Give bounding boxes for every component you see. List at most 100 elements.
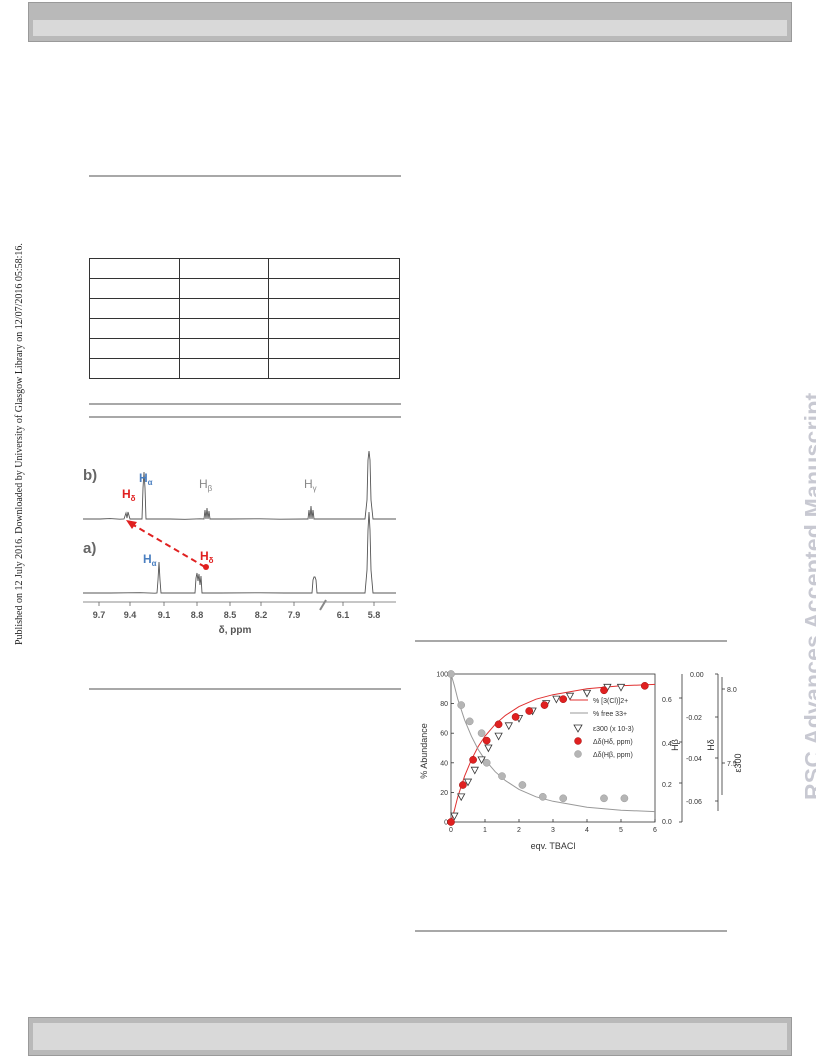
legend-swatch-eps (573, 724, 583, 733)
table-row (89, 278, 400, 299)
nmr-x-label: δ, ppm (219, 625, 252, 636)
figure-top-rule (89, 416, 401, 418)
legend-label-free: % free 33+ (593, 711, 627, 718)
nmr-tick-label: 8.2 (255, 610, 268, 620)
trace-b-h-delta-label: Hδ (122, 487, 136, 503)
x-tick-label: 6 (653, 827, 657, 834)
hbeta-point (538, 792, 547, 801)
figure-bottom-rule (89, 688, 401, 690)
table-cell (268, 298, 400, 319)
trace-b-h-beta-sub: β (208, 484, 213, 493)
watermark-text: RSC Advances Accepted Manuscript (800, 392, 816, 800)
table-cell (179, 358, 269, 379)
table-cell (268, 338, 400, 359)
header-bar-inner (33, 20, 787, 36)
triangle-point (484, 744, 493, 753)
table-cell (179, 258, 269, 279)
footer-bar (28, 1017, 792, 1056)
table-cell (268, 358, 400, 379)
nmr-tick-marks (98, 602, 375, 606)
table-row (89, 358, 400, 379)
hbeta-tick-label: 0.0 (662, 819, 672, 826)
y-tick-label: 0 (444, 820, 448, 827)
trace-b-label: b) (83, 467, 97, 484)
shift-arrow (129, 522, 206, 568)
table-bottom-rule (89, 403, 401, 405)
table-cell (268, 258, 400, 279)
hdelta-point (511, 713, 520, 721)
table-cell (268, 318, 400, 339)
hdelta-tick-label: -0.06 (686, 799, 702, 806)
nmr-tick-label: 7.9 (288, 610, 301, 620)
hdelta-point (600, 686, 608, 695)
triangle-point (457, 793, 466, 802)
x-tick-label: 5 (619, 827, 623, 834)
hbeta-point (447, 670, 455, 678)
shift-arrow-origin (203, 564, 209, 570)
table-cell (89, 278, 180, 299)
legend-label-eps: ε300 (x 10-3) (593, 726, 634, 733)
legend-label-hbeta: Δδ(Hβ, ppm) (593, 752, 633, 759)
chart-series (447, 670, 656, 826)
hbeta-point (518, 781, 527, 789)
trace-b-h-gamma-label: Hγ (304, 477, 317, 493)
hdelta-point (469, 755, 477, 764)
nmr-tick-label: 9.7 (93, 610, 106, 620)
y-tick-label: 80 (440, 701, 448, 708)
x-tick-label: 4 (585, 827, 589, 834)
hdelta-tick-label: -0.04 (686, 756, 702, 763)
nmr-tick-label: 9.1 (158, 610, 171, 620)
y-axis-label: % Abundance (419, 723, 429, 779)
hdelta-point (482, 736, 491, 745)
triangle-point (552, 695, 561, 704)
y-tick-label: 60 (440, 731, 448, 738)
trace-b-h-beta-label: Hβ (199, 477, 213, 493)
hdelta-point (447, 818, 455, 826)
axis-break-mark (319, 599, 327, 611)
table-row (89, 338, 400, 359)
footer-bar-inner (33, 1023, 787, 1050)
legend-swatch-hdelta (574, 737, 582, 745)
table-top-rule (89, 175, 401, 177)
table-cell (89, 298, 180, 319)
shift-arrow-head (126, 520, 137, 529)
triangle-point (477, 756, 486, 765)
table-cell (89, 338, 180, 359)
nmr-tick-label: 9.4 (124, 610, 137, 620)
hbeta-point (559, 794, 568, 803)
hdelta-point (459, 781, 467, 789)
x-tick-label: 1 (483, 827, 487, 834)
triangle-point (565, 692, 575, 701)
hbeta-tick-label: 0.4 (662, 741, 672, 748)
x-axis-label: eqv. TBACl (531, 841, 576, 851)
triangle-point (494, 732, 503, 741)
y-tick-label: 20 (440, 790, 448, 797)
legend-label-bound: % [3(Cl)]2+ (593, 698, 628, 705)
table-cell (89, 318, 180, 339)
hbeta-point (498, 772, 506, 780)
legend-swatch-hbeta (574, 750, 582, 758)
x-tick-label: 0 (449, 827, 453, 834)
hdelta-point (525, 707, 534, 715)
table-cell (89, 258, 180, 279)
table-cell (179, 278, 269, 299)
hbeta-point (465, 717, 474, 726)
hdelta-tick-label: 0.00 (690, 672, 704, 679)
triangle-point (616, 683, 626, 692)
eps-axis-label: ε300 (733, 753, 743, 772)
trace-a-h-alpha-sub: α (152, 559, 157, 568)
hbeta-point (600, 794, 608, 803)
table-cell (268, 278, 400, 299)
table-cell (89, 358, 180, 379)
table-row (89, 318, 400, 339)
trace-a-h-delta-sub: δ (209, 556, 214, 565)
x-tick-label: 2 (517, 827, 521, 834)
table-cell (179, 298, 269, 319)
trace-a-h-alpha-label: Hα (143, 552, 157, 568)
hbeta-point (620, 794, 629, 803)
triangle-point (504, 722, 513, 731)
publication-note: Published on 12 July 2016. Downloaded by… (14, 243, 25, 645)
hbeta-point (482, 758, 491, 767)
triangle-point (470, 766, 479, 775)
eps-tick-label: 7.5 (727, 761, 737, 768)
